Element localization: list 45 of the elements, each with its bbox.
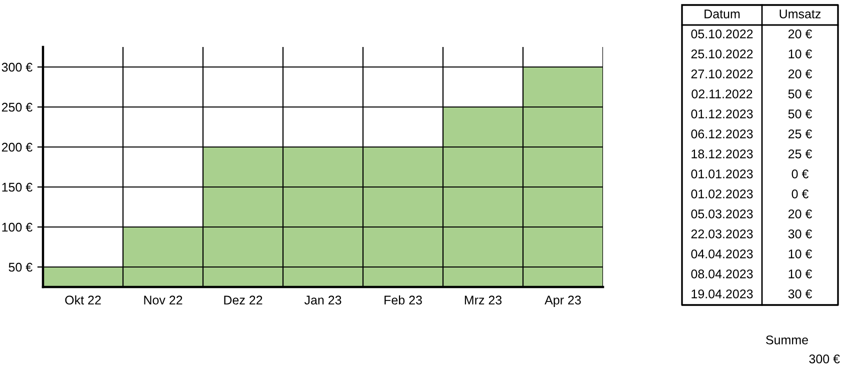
text: 19.04.2023	[692, 290, 753, 298]
text: 50 €	[788, 90, 812, 98]
x-tick-label: Dez 22	[224, 296, 262, 305]
text: 01.01.2023	[691, 170, 753, 178]
x-tick-label: Jan 23	[304, 296, 342, 305]
x-tick-label: Mrz 23	[464, 296, 502, 305]
text: Summe	[766, 336, 808, 344]
text: 06.12.2023	[691, 130, 753, 138]
text: 10 €	[788, 50, 812, 58]
text: 300 €	[809, 354, 840, 364]
text: 08.04.2023	[691, 270, 753, 278]
text: Umsatz	[780, 10, 821, 18]
y-tick-label: 250 €	[2, 102, 32, 112]
y-tick-label: 50 €	[8, 262, 32, 272]
x-tick-label: Feb 23	[384, 295, 422, 305]
text: 20 €	[788, 30, 812, 38]
text: 01.02.2023	[691, 190, 753, 198]
text: 27.10.2022	[691, 70, 753, 78]
y-tick-label: 300 €	[2, 62, 32, 72]
text: 0 €	[792, 190, 809, 198]
text: 01.12.2023	[691, 110, 753, 118]
text: 20 €	[788, 70, 812, 78]
text: 05.10.2022	[691, 30, 753, 38]
y-tick-label: 150 €	[2, 182, 32, 192]
text: 10 €	[788, 270, 812, 278]
text: 22.03.2023	[691, 230, 753, 238]
text: 25 €	[788, 130, 812, 138]
text: 30 €	[788, 230, 812, 238]
y-tick-label: 100 €	[2, 222, 32, 232]
text: 05.03.2023	[691, 210, 753, 218]
text: 02.11.2022	[692, 90, 752, 98]
text: 20 €	[788, 210, 812, 218]
x-tick-label: Nov 22	[144, 296, 182, 305]
text: 0 €	[792, 170, 809, 178]
x-tick-label: Okt 22	[65, 295, 101, 305]
text: 50 €	[788, 110, 812, 118]
text: 25 €	[788, 150, 812, 158]
text: 30 €	[788, 290, 812, 298]
y-tick-label: 200 €	[2, 142, 32, 152]
text: 18.12.2023	[692, 150, 753, 158]
text: Datum	[704, 10, 740, 18]
text: 25.10.2022	[691, 50, 753, 58]
text: 04.04.2023	[691, 250, 753, 258]
text: 10 €	[788, 250, 812, 258]
x-tick-label: Apr 23	[544, 296, 581, 307]
